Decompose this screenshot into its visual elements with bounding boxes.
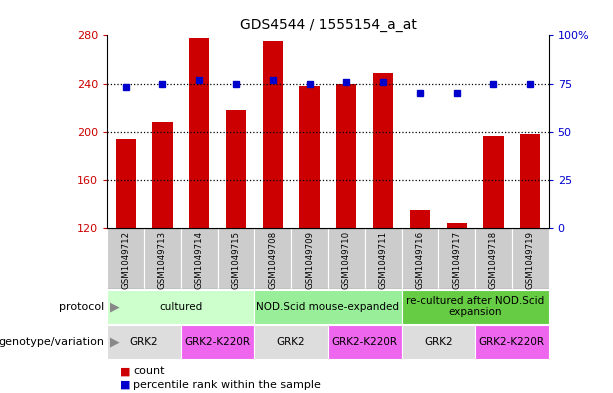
Text: GSM1049719: GSM1049719 xyxy=(526,231,535,289)
Text: GRK2-K220R: GRK2-K220R xyxy=(185,337,251,347)
Bar xyxy=(365,228,402,289)
Bar xyxy=(373,73,394,228)
Bar xyxy=(189,38,210,228)
Bar xyxy=(107,290,254,323)
Text: GSM1049708: GSM1049708 xyxy=(268,231,277,289)
Bar xyxy=(475,325,549,359)
Bar xyxy=(144,228,181,289)
Bar xyxy=(447,223,467,228)
Bar xyxy=(107,228,144,289)
Text: GSM1049716: GSM1049716 xyxy=(416,231,424,289)
Bar xyxy=(218,228,254,289)
Bar xyxy=(226,110,246,228)
Bar xyxy=(254,325,328,359)
Text: NOD.Scid mouse-expanded: NOD.Scid mouse-expanded xyxy=(256,301,400,312)
Bar xyxy=(520,134,541,228)
Bar xyxy=(115,139,135,228)
Bar xyxy=(328,325,402,359)
Bar xyxy=(402,228,438,289)
Text: GSM1049711: GSM1049711 xyxy=(379,231,387,289)
Text: GSM1049713: GSM1049713 xyxy=(158,231,167,289)
Text: genotype/variation: genotype/variation xyxy=(0,337,104,347)
Text: GSM1049709: GSM1049709 xyxy=(305,231,314,289)
Bar xyxy=(438,228,475,289)
Text: GSM1049710: GSM1049710 xyxy=(342,231,351,289)
Bar xyxy=(254,228,291,289)
Text: ■: ■ xyxy=(120,366,130,376)
Text: GRK2: GRK2 xyxy=(424,337,452,347)
Text: protocol: protocol xyxy=(59,301,104,312)
Text: GSM1049714: GSM1049714 xyxy=(195,231,204,289)
Text: GRK2: GRK2 xyxy=(277,337,305,347)
Bar xyxy=(475,228,512,289)
Text: GSM1049712: GSM1049712 xyxy=(121,231,130,289)
Bar xyxy=(299,86,320,228)
Text: GSM1049717: GSM1049717 xyxy=(452,231,461,289)
Bar xyxy=(153,122,173,228)
Text: GRK2-K220R: GRK2-K220R xyxy=(332,337,398,347)
Text: GSM1049715: GSM1049715 xyxy=(232,231,240,289)
Text: GSM1049718: GSM1049718 xyxy=(489,231,498,289)
Text: count: count xyxy=(133,366,164,376)
Bar xyxy=(336,83,357,228)
Bar xyxy=(402,290,549,323)
Text: cultured: cultured xyxy=(159,301,202,312)
Text: GRK2: GRK2 xyxy=(130,337,158,347)
Bar xyxy=(291,228,328,289)
Bar xyxy=(512,228,549,289)
Bar xyxy=(107,325,181,359)
Text: ▶: ▶ xyxy=(110,335,120,349)
Bar xyxy=(409,210,430,228)
Text: GRK2-K220R: GRK2-K220R xyxy=(479,337,545,347)
Bar xyxy=(484,136,504,228)
Bar xyxy=(181,228,218,289)
Bar xyxy=(402,325,475,359)
Text: ▶: ▶ xyxy=(110,300,120,313)
Text: percentile rank within the sample: percentile rank within the sample xyxy=(133,380,321,390)
Bar xyxy=(263,41,283,228)
Bar xyxy=(181,325,254,359)
Bar xyxy=(254,290,402,323)
Text: re-cultured after NOD.Scid
expansion: re-cultured after NOD.Scid expansion xyxy=(406,296,544,317)
Text: ■: ■ xyxy=(120,380,130,390)
Title: GDS4544 / 1555154_a_at: GDS4544 / 1555154_a_at xyxy=(240,18,416,31)
Bar xyxy=(328,228,365,289)
